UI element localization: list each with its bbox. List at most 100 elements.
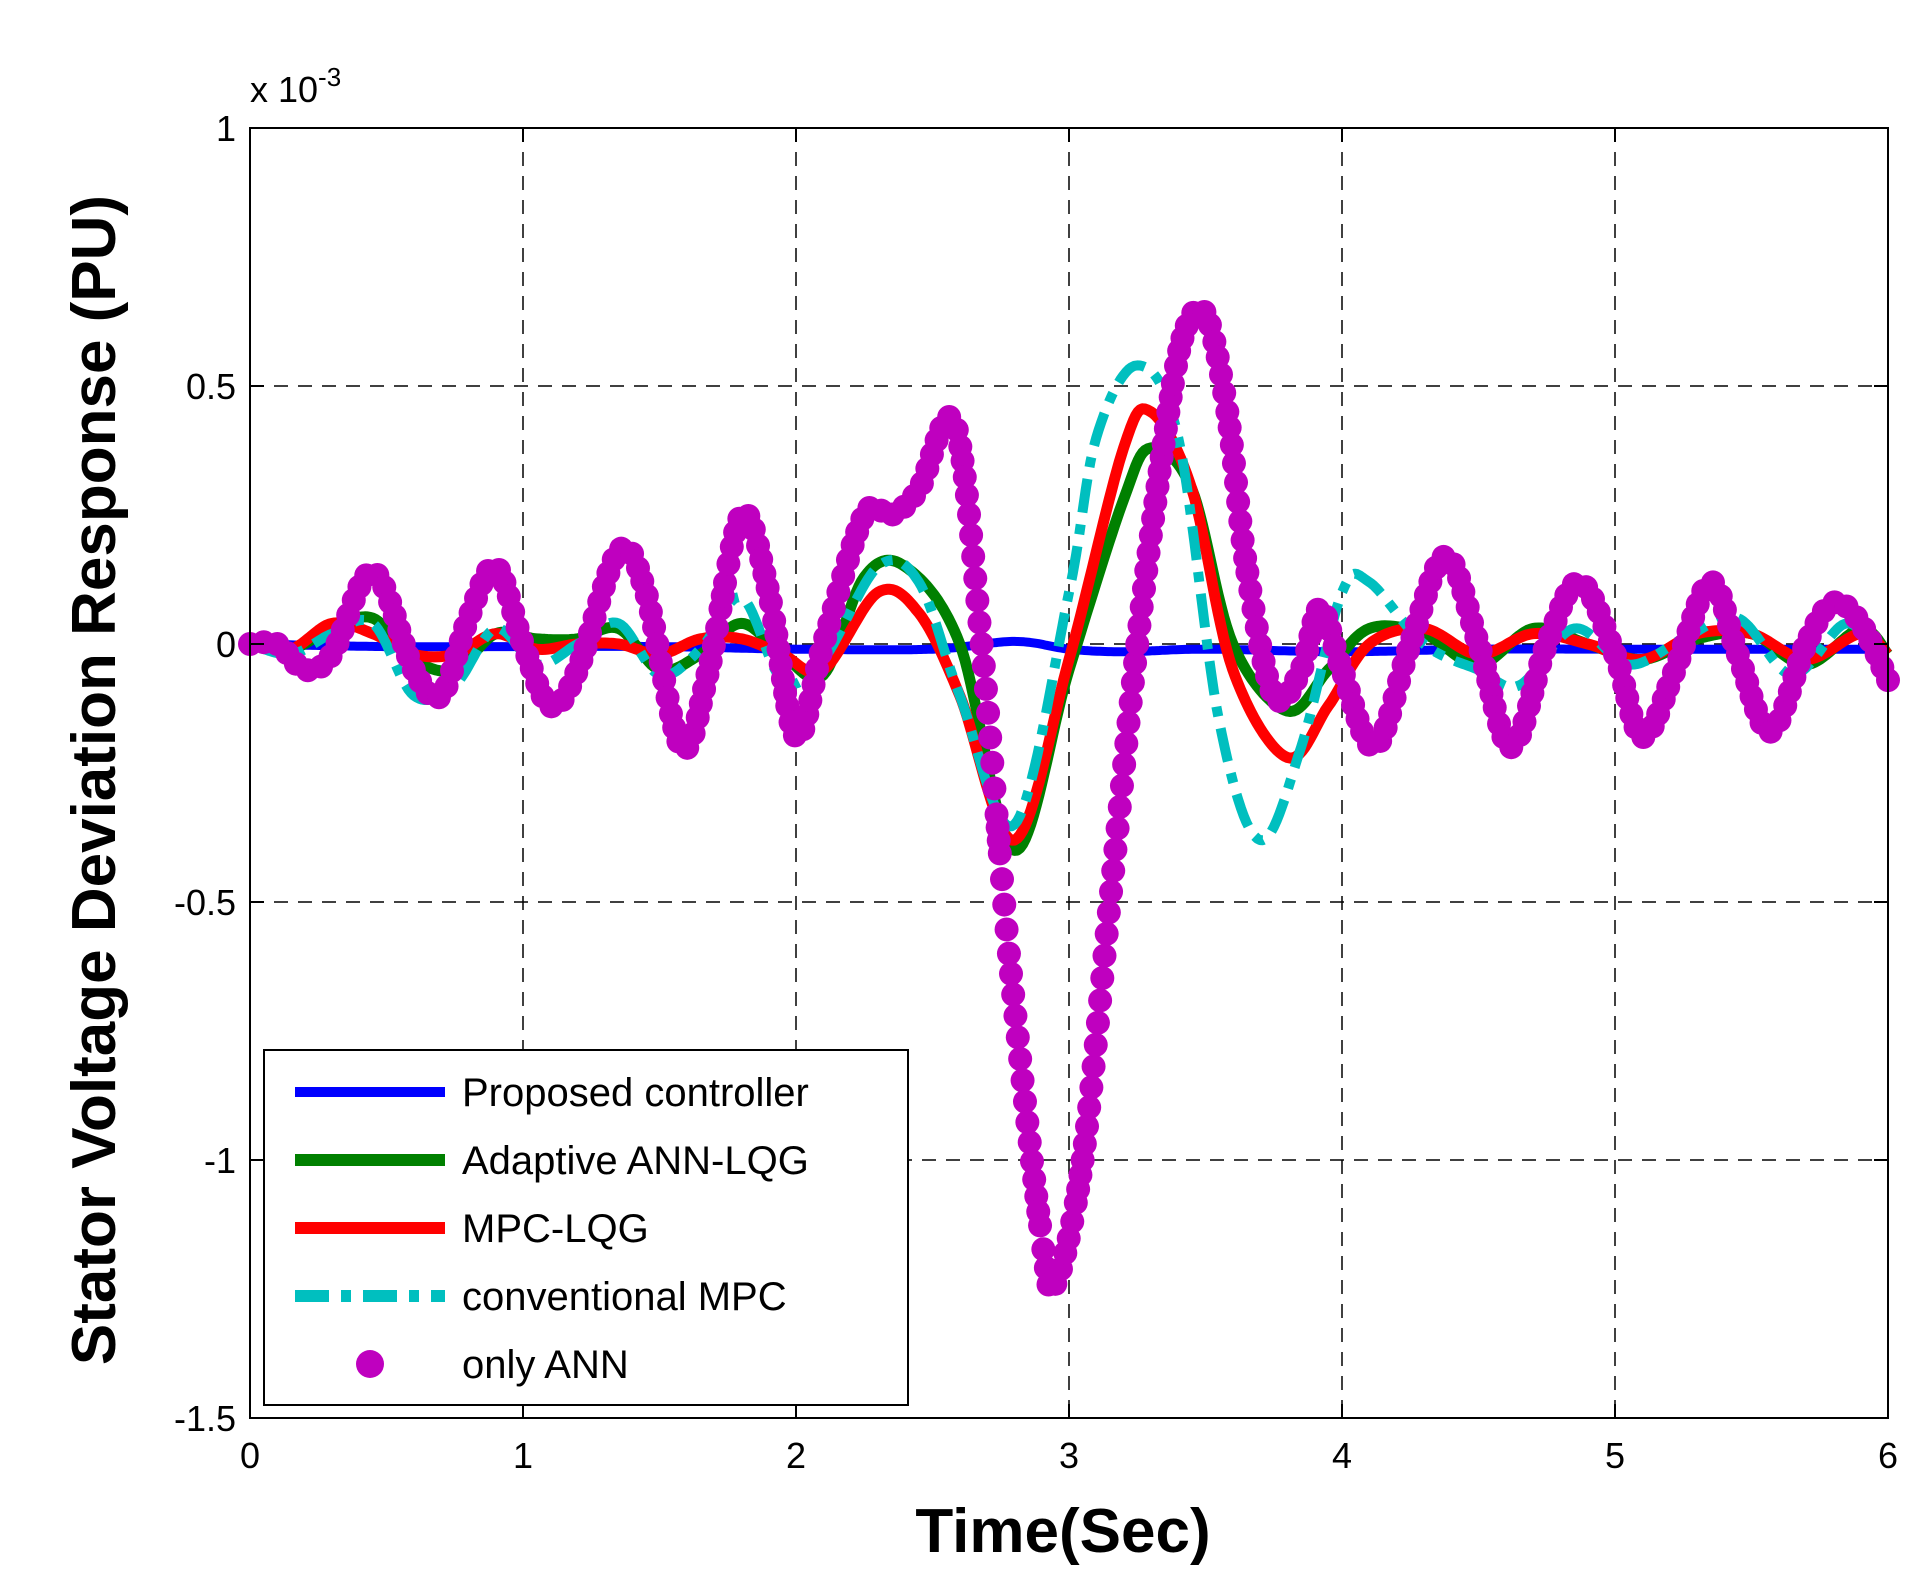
series-marker — [1244, 615, 1269, 640]
series-marker — [1088, 988, 1113, 1013]
series-marker — [1208, 362, 1233, 387]
series-marker — [1099, 879, 1124, 904]
series-marker — [1031, 1237, 1056, 1262]
x-tick-label: 2 — [786, 1435, 806, 1476]
legend-label: MPC-LQG — [462, 1207, 649, 1251]
series-marker — [1129, 594, 1154, 619]
series-marker — [1010, 1068, 1035, 1093]
y-multiplier-exponent: -3 — [318, 62, 341, 92]
series-marker — [1131, 576, 1156, 601]
legend-label: Adaptive ANN-LQG — [462, 1139, 809, 1183]
legend-label: Proposed controller — [462, 1071, 809, 1115]
x-tick-label: 0 — [240, 1435, 260, 1476]
legend-item-proposed-controller: Proposed controller — [295, 1071, 809, 1115]
series-marker — [1017, 1130, 1042, 1155]
series-marker — [1028, 1213, 1053, 1238]
y-tick-label: 1 — [216, 108, 236, 149]
series-marker — [1127, 613, 1152, 638]
series-marker — [1094, 921, 1119, 946]
series-marker — [1238, 578, 1263, 603]
series-marker — [1012, 1089, 1037, 1114]
series-marker — [957, 502, 982, 527]
series-marker — [1212, 380, 1237, 405]
series-marker — [992, 892, 1017, 917]
legend-item-mpc-lqg: MPC-LQG — [295, 1207, 649, 1251]
series-marker — [645, 632, 670, 657]
series-marker — [996, 941, 1021, 966]
series-marker — [963, 566, 988, 591]
series-marker — [1005, 1025, 1030, 1050]
series-marker — [1226, 489, 1251, 514]
series-marker — [1075, 1114, 1100, 1139]
series-marker — [1015, 1110, 1040, 1135]
series-marker — [1103, 837, 1128, 862]
y-tick-label: 0 — [216, 624, 236, 665]
series-marker — [758, 590, 783, 615]
series-marker — [959, 523, 984, 548]
series-marker — [705, 616, 730, 641]
series-marker — [1096, 900, 1121, 925]
series-marker — [969, 632, 994, 656]
series-marker — [1072, 1131, 1097, 1156]
series-marker — [1219, 432, 1244, 457]
series-marker — [1079, 1075, 1104, 1100]
x-tick-label: 6 — [1878, 1435, 1898, 1476]
x-tick-label: 3 — [1059, 1435, 1079, 1476]
legend-label: only ANN — [462, 1343, 629, 1387]
series-marker — [713, 570, 738, 595]
series-marker — [1230, 528, 1255, 553]
series-marker — [999, 961, 1024, 986]
x-tick-label: 4 — [1332, 1435, 1352, 1476]
x-tick-label: 1 — [513, 1435, 533, 1476]
y-tick-label: -0.5 — [174, 882, 236, 923]
series-marker — [1114, 731, 1139, 756]
series-marker — [1241, 596, 1266, 621]
series-marker — [1224, 470, 1249, 495]
ticks-layer: 0 1 2 3 4 5 6 -1.5 -1 -0.5 0 0.5 1 — [174, 108, 1898, 1476]
series-marker — [987, 841, 1012, 866]
series-marker — [1105, 816, 1130, 841]
y-multiplier-label: x 10-3 — [250, 62, 341, 110]
legend-item-only-ann: only ANN — [356, 1343, 629, 1387]
series-marker — [980, 750, 1005, 775]
series-marker — [994, 917, 1019, 942]
series-marker — [1235, 560, 1260, 585]
x-tick-label: 5 — [1605, 1435, 1625, 1476]
series-marker — [1008, 1046, 1033, 1071]
y-multiplier-base: x 10 — [250, 69, 318, 110]
legend-item-adaptive-ann-lqg: Adaptive ANN-LQG — [295, 1139, 809, 1183]
legend-swatch — [356, 1350, 384, 1378]
series-marker — [1077, 1095, 1102, 1120]
series-marker — [1112, 752, 1137, 777]
series-marker — [954, 483, 979, 508]
series-marker — [1120, 670, 1145, 695]
y-tick-label: -1.5 — [174, 1398, 236, 1439]
series-marker — [978, 725, 1003, 750]
series-marker — [1083, 1032, 1108, 1057]
series-layer — [238, 300, 1900, 1297]
series-marker — [1125, 632, 1150, 656]
series-marker — [973, 676, 998, 701]
series-marker — [1116, 710, 1141, 735]
series-marker — [952, 465, 977, 490]
series-marker — [1092, 943, 1117, 968]
legend-label: conventional MPC — [462, 1275, 787, 1319]
y-tick-label: -1 — [204, 1140, 236, 1181]
series-marker — [1221, 451, 1246, 476]
series-marker — [965, 588, 990, 613]
y-tick-label: 0.5 — [186, 366, 236, 407]
x-axis-title: Time(Sec) — [915, 1497, 1210, 1566]
series-marker — [1090, 966, 1115, 991]
series-marker — [1081, 1054, 1106, 1079]
series-marker — [1060, 1209, 1085, 1234]
legend: Proposed controller Adaptive ANN-LQG MPC-… — [263, 1049, 909, 1406]
series-marker — [990, 867, 1015, 892]
series-marker — [1019, 1149, 1044, 1174]
series-marker — [1003, 1003, 1028, 1028]
legend-item-conventional-mpc: conventional MPC — [295, 1275, 787, 1319]
series-marker — [1118, 690, 1143, 715]
series-marker — [1228, 509, 1253, 534]
series-marker — [1101, 858, 1126, 883]
